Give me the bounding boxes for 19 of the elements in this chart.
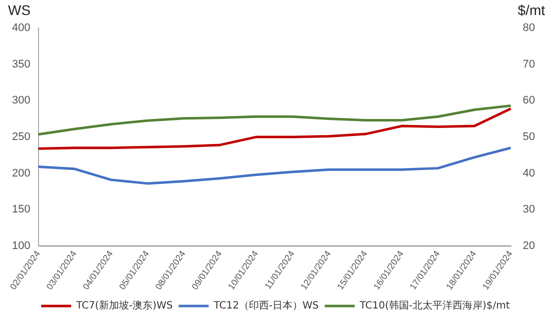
y2-tick-label: 50 xyxy=(522,130,536,143)
y-tick-label: 150 xyxy=(12,204,30,216)
y-tick-label: 200 xyxy=(12,167,30,180)
y-tick-label: 350 xyxy=(12,58,30,70)
y-tick-label: 400 xyxy=(12,22,30,34)
y2-tick-label: 80 xyxy=(522,22,536,34)
y-tick-label: 250 xyxy=(12,130,30,143)
legend-label: TC10(韩国-北太平洋西海岸)$/mt xyxy=(358,300,510,312)
y2-tick-label: 70 xyxy=(522,58,536,70)
y2-tick-label: 20 xyxy=(522,240,536,252)
y2-tick-label: 30 xyxy=(522,204,536,216)
y-axis-title: WS xyxy=(8,2,31,18)
legend-label: TC7(新加坡-澳东)WS xyxy=(75,300,173,312)
y-tick-label: 300 xyxy=(12,94,30,107)
legend-label: TC12（印西-日本）WS xyxy=(212,300,319,312)
y2-tick-label: 40 xyxy=(522,167,536,180)
y-tick-label: 100 xyxy=(12,240,30,252)
y2-axis-title: $/mt xyxy=(518,2,545,18)
y2-tick-label: 60 xyxy=(522,94,536,107)
